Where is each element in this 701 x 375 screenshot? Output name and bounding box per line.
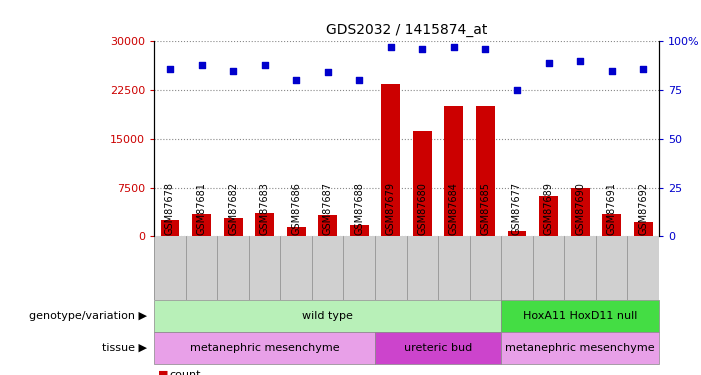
Text: count: count [170, 370, 201, 375]
Bar [381, 84, 400, 236]
Bar [192, 213, 211, 236]
Point [322, 69, 334, 75]
Bar [350, 225, 369, 236]
Bar [501, 300, 659, 332]
Point [353, 77, 365, 83]
Point [227, 68, 238, 74]
Text: ureteric bud: ureteric bud [404, 343, 472, 353]
Point [637, 66, 648, 72]
Text: wild type: wild type [302, 311, 353, 321]
Text: genotype/variation ▶: genotype/variation ▶ [29, 311, 147, 321]
Bar [501, 332, 659, 364]
Point [511, 87, 522, 93]
Text: ■: ■ [158, 370, 168, 375]
Point [479, 46, 491, 52]
Bar [634, 222, 653, 236]
Bar [287, 227, 306, 236]
Point [449, 44, 460, 50]
Bar [413, 131, 432, 236]
Bar [255, 213, 274, 236]
Point [574, 58, 585, 64]
Bar [444, 106, 463, 236]
Bar [224, 218, 243, 236]
Bar [161, 220, 179, 236]
Point [164, 66, 175, 72]
Text: metanephric mesenchyme: metanephric mesenchyme [505, 343, 655, 353]
Bar [154, 300, 501, 332]
Bar [375, 332, 501, 364]
Point [606, 68, 617, 74]
Point [291, 77, 302, 83]
Bar [476, 106, 495, 236]
Bar [154, 332, 375, 364]
Title: GDS2032 / 1415874_at: GDS2032 / 1415874_at [326, 24, 487, 38]
Bar [539, 196, 558, 236]
Text: metanephric mesenchyme: metanephric mesenchyme [190, 343, 339, 353]
Bar [508, 231, 526, 236]
Point [386, 44, 397, 50]
Point [259, 62, 271, 68]
Point [416, 46, 428, 52]
Text: HoxA11 HoxD11 null: HoxA11 HoxD11 null [523, 311, 637, 321]
Bar [602, 214, 621, 236]
Bar [318, 215, 337, 236]
Point [543, 60, 554, 66]
Text: tissue ▶: tissue ▶ [102, 343, 147, 353]
Point [196, 62, 207, 68]
Bar [571, 188, 590, 236]
